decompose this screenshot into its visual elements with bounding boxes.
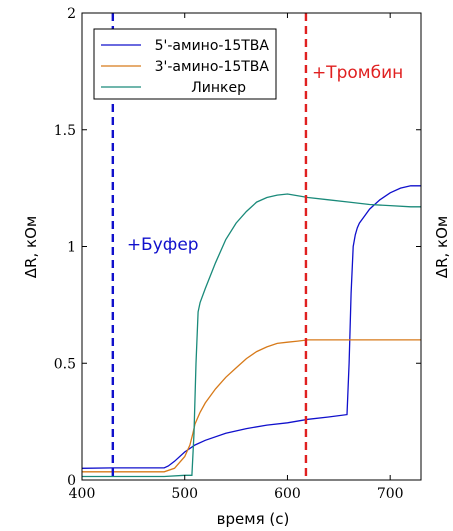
y-tick-label-4: 2	[67, 6, 76, 22]
y-tick-label-3: 1.5	[54, 123, 76, 139]
y-axis-label-right: ΔR, кОм	[433, 216, 451, 278]
x-tick-label-3: 700	[377, 486, 404, 502]
y-tick-label-0: 0	[67, 473, 76, 489]
y-tick-label-1: 0.5	[54, 356, 76, 372]
y-tick-label-2: 1	[67, 240, 76, 256]
annotation-label-0: +Буфер	[127, 235, 199, 255]
x-tick-label-0: 400	[69, 486, 96, 502]
legend-label-linker: Линкер	[191, 80, 246, 96]
annotation-label-1: +Тромбин	[312, 63, 403, 83]
legend-label-5-amino: 5'-амино-15TBA	[155, 38, 270, 54]
legend: 5'-амино-15TBA 3'-амино-15TBA Линкер	[93, 28, 277, 100]
legend-label-3-amino: 3'-амино-15TBA	[155, 59, 270, 75]
series-line-0	[82, 185, 421, 469]
series-line-2	[82, 193, 421, 478]
annotations: +Буфер +Тромбин	[111, 13, 403, 480]
x-tick-label-1: 500	[171, 486, 198, 502]
series-line-1	[82, 339, 421, 473]
axes: 400 500 600 700 0 0.5 1 1.5 2	[54, 6, 422, 502]
y-axis-label: ΔR, кОм	[22, 216, 40, 278]
x-tick-label-2: 600	[274, 486, 301, 502]
x-axis-label: время (c)	[217, 510, 290, 528]
plot-area	[82, 185, 421, 478]
